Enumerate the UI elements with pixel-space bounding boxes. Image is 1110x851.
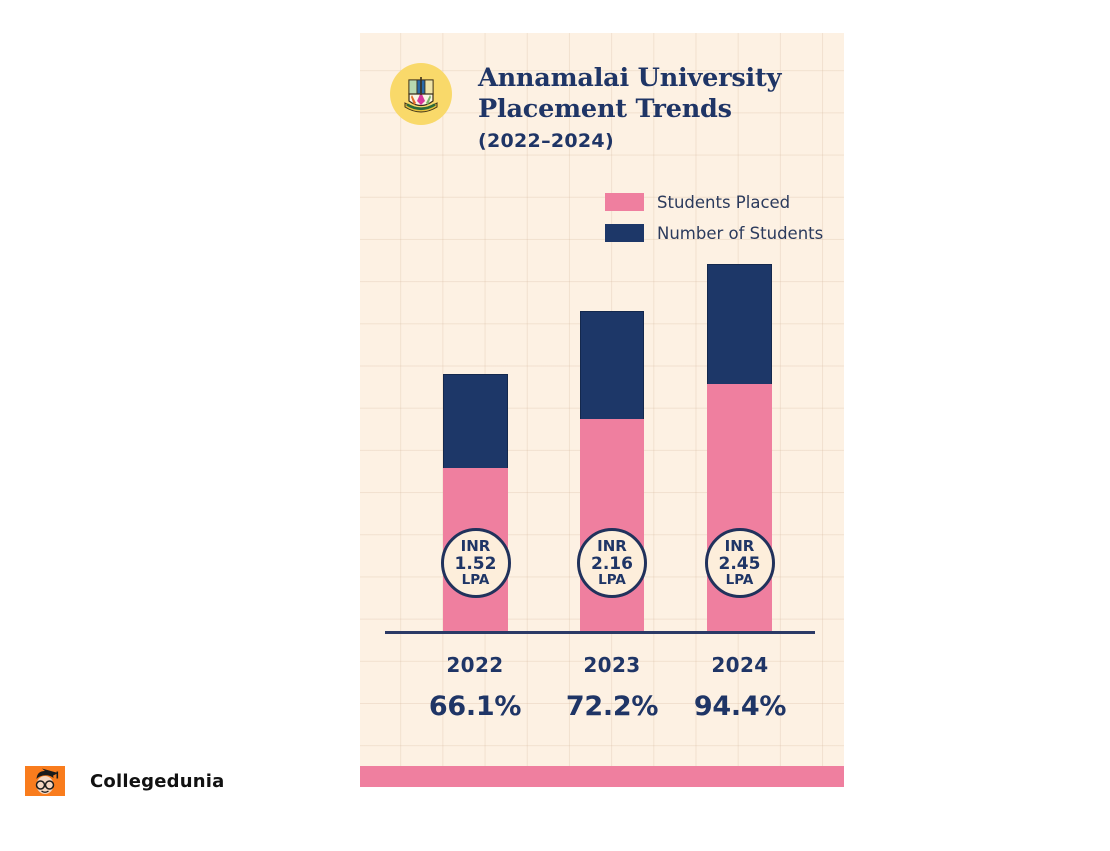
package-unit-2022: LPA: [461, 571, 490, 588]
brand-name: Collegedunia: [90, 770, 225, 792]
bar-segment-students-placed-2024: [707, 384, 772, 634]
page-title-line1: Annamalai University: [478, 63, 782, 93]
bar-segment-students-placed-2022: [443, 468, 508, 634]
x-axis-label-2023: 2023 72.2%: [552, 653, 672, 722]
bar-segment-number-of-students-2024: [707, 264, 772, 385]
package-unit-2024: LPA: [725, 571, 754, 588]
x-axis-year-2023: 2023: [583, 653, 641, 677]
x-axis-year-2022: 2022: [446, 653, 504, 677]
x-axis-label-2024: 2024 94.4%: [680, 653, 800, 722]
placement-percent-2022: 66.1%: [428, 691, 522, 722]
package-badge-2023: INR 2.16 LPA: [577, 528, 647, 598]
bar-segment-number-of-students-2023: [580, 311, 644, 420]
package-value-2022: 1.52: [454, 553, 497, 574]
title-block: Annamalai University Placement Trends (2…: [478, 63, 838, 152]
package-unit-2023: LPA: [598, 571, 626, 588]
chart-legend: Students Placed Number of Students: [605, 189, 835, 251]
placement-percent-2024: 94.4%: [693, 691, 787, 722]
legend-item-number-of-students: Number of Students: [605, 220, 835, 246]
bar-segment-number-of-students-2022: [443, 374, 508, 469]
package-currency-2022: INR: [460, 536, 491, 555]
legend-label-students-placed: Students Placed: [657, 192, 791, 212]
x-axis-year-2024: 2024: [711, 653, 769, 677]
placement-percent-2023: 72.2%: [565, 691, 659, 722]
graduate-avatar-icon: [25, 766, 65, 796]
legend-label-number-of-students: Number of Students: [657, 223, 824, 243]
legend-swatch-navy: [605, 224, 644, 242]
package-badge-2022: INR 1.52 LPA: [440, 528, 511, 598]
footer-accent-bar: [360, 766, 844, 787]
package-badge-2024: INR 2.45 LPA: [704, 528, 775, 598]
package-currency-2024: INR: [724, 536, 755, 555]
package-value-2024: 2.45: [718, 553, 761, 574]
infographic-panel: Annamalai University Placement Trends (2…: [360, 33, 844, 787]
university-crest-icon: [390, 63, 452, 125]
brand: Collegedunia: [25, 766, 224, 796]
page-title-line2: Placement Trends: [478, 94, 732, 124]
axis-baseline: [385, 631, 815, 634]
page-subtitle: (2022–2024): [478, 130, 614, 152]
bar-group-2022: [443, 374, 508, 634]
legend-item-students-placed: Students Placed: [605, 189, 835, 215]
bar-group-2023: [580, 311, 644, 634]
package-currency-2023: INR: [597, 536, 627, 555]
bar-group-2024: [707, 264, 772, 634]
header: Annamalai University Placement Trends (2…: [360, 33, 844, 178]
legend-swatch-pink: [605, 193, 644, 211]
package-value-2023: 2.16: [591, 553, 633, 574]
x-axis-label-2022: 2022 66.1%: [415, 653, 535, 722]
bar-segment-students-placed-2023: [580, 419, 644, 634]
